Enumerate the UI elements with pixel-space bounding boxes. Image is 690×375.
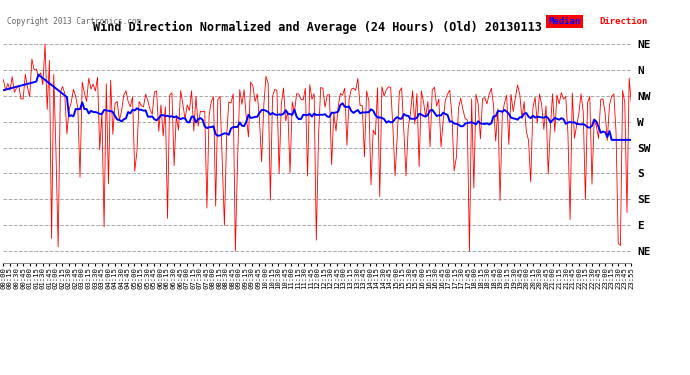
Text: Median: Median [549, 17, 581, 26]
Text: Copyright 2013 Cartronics.com: Copyright 2013 Cartronics.com [7, 17, 141, 26]
Title: Wind Direction Normalized and Average (24 Hours) (Old) 20130113: Wind Direction Normalized and Average (2… [93, 21, 542, 34]
Text: Direction: Direction [599, 17, 647, 26]
